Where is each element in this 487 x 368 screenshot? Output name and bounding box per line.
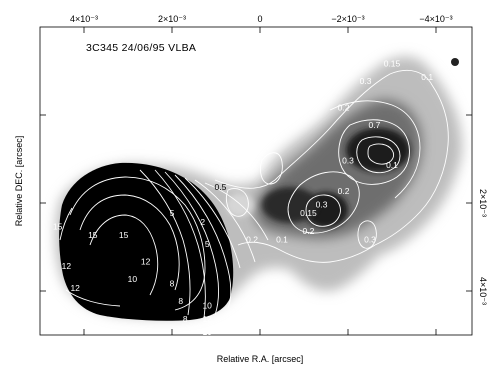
contour-label: 0.2 (338, 103, 350, 113)
contour-line (225, 188, 249, 217)
contour-label: 0.2 (302, 226, 314, 236)
contour-label: 0.1 (386, 160, 398, 170)
contour-line (204, 182, 269, 241)
contour-label: 0.2 (246, 235, 258, 245)
contour-label: 8 (170, 279, 175, 289)
contour-label: 10 (128, 274, 138, 284)
contour-line (374, 84, 449, 246)
contour-line (65, 289, 121, 307)
x-tick-label: −2×10⁻³ (331, 14, 364, 24)
y-tick-label: 4×10⁻³ (478, 277, 487, 305)
contour-label: 15 (119, 230, 129, 240)
contour-label: 0.1 (276, 235, 288, 245)
contour-label: 15 (53, 221, 63, 231)
x-axis-title: Relative R.A. [arcsec] (217, 354, 304, 364)
contour-label: 0.3 (360, 76, 372, 86)
contour-label: 0.1 (311, 85, 323, 95)
x-tick-label: 0 (257, 14, 262, 24)
contour-line (367, 143, 395, 165)
y-axis-title: Relative DEC. [arcsec] (14, 136, 24, 227)
contour-label: 0.3 (316, 199, 328, 209)
contour-label: 0.15 (384, 59, 401, 69)
contour-line (59, 207, 73, 241)
contour-line (329, 100, 421, 199)
contour-label: 5 (205, 239, 210, 249)
contour-line (174, 174, 232, 309)
contour-line (164, 171, 219, 316)
contours (59, 70, 449, 319)
contour-line (184, 177, 241, 269)
contour-line (89, 214, 159, 296)
contour-label: 2 (200, 217, 205, 227)
contour-line (139, 169, 191, 316)
contour-label: 15 (88, 230, 98, 240)
contour-line (79, 194, 180, 291)
knot-bright-upper (346, 128, 410, 172)
contour-label: 12 (202, 314, 212, 324)
contour-line (287, 171, 360, 234)
contour-label: 0.3 (265, 133, 277, 143)
x-tick-label: −4×10⁻³ (419, 14, 452, 24)
contour-line (154, 169, 206, 319)
contour-label: 0.5 (214, 182, 226, 192)
contour-label: 0.3 (342, 155, 354, 165)
x-tick-label: 2×10⁻³ (158, 14, 186, 24)
contour-label: 8 (178, 296, 183, 306)
x-tick-label: 4×10⁻³ (70, 14, 98, 24)
contour-line (259, 152, 283, 185)
contour-line (357, 220, 377, 249)
isolated-spot (451, 58, 459, 66)
knot-bridge (262, 187, 318, 223)
y-tick-label: 2×10⁻³ (478, 189, 487, 217)
contour-line (305, 194, 341, 227)
contour-label: 12 (62, 261, 72, 271)
contour-line (237, 241, 376, 263)
contour-label: 0.2 (338, 186, 350, 196)
contour-label: 10 (202, 301, 212, 311)
contour-line (338, 119, 410, 185)
contour-line (69, 176, 206, 311)
axis-ticks (40, 27, 472, 335)
contour-label: 0.3 (364, 235, 376, 245)
contour-label: 15 (202, 327, 212, 337)
contour-label: 0.1 (421, 72, 433, 82)
contour-label: 12 (141, 257, 151, 267)
contour-label: 8 (183, 314, 188, 324)
contour-label: 0.15 (300, 208, 317, 218)
contour-label: 0.7 (368, 120, 380, 130)
contour-line (214, 70, 433, 189)
plot-title: 3C345 24/06/95 VLBA (86, 42, 196, 54)
contour-label: 5 (170, 208, 175, 218)
contour-line (356, 136, 401, 174)
contour-line (194, 179, 256, 263)
contour-label: 12 (70, 283, 80, 293)
